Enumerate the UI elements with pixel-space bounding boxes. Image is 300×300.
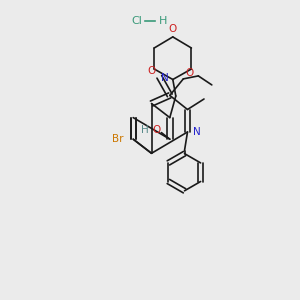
Text: H: H	[158, 16, 167, 26]
Text: N: N	[160, 73, 168, 83]
Text: N: N	[193, 127, 200, 137]
Text: O: O	[152, 125, 160, 135]
Text: O: O	[185, 68, 194, 79]
Text: Cl: Cl	[131, 16, 142, 26]
Text: O: O	[169, 24, 177, 34]
Text: O: O	[148, 66, 156, 76]
Text: Br: Br	[112, 134, 123, 144]
Text: H: H	[141, 125, 149, 135]
